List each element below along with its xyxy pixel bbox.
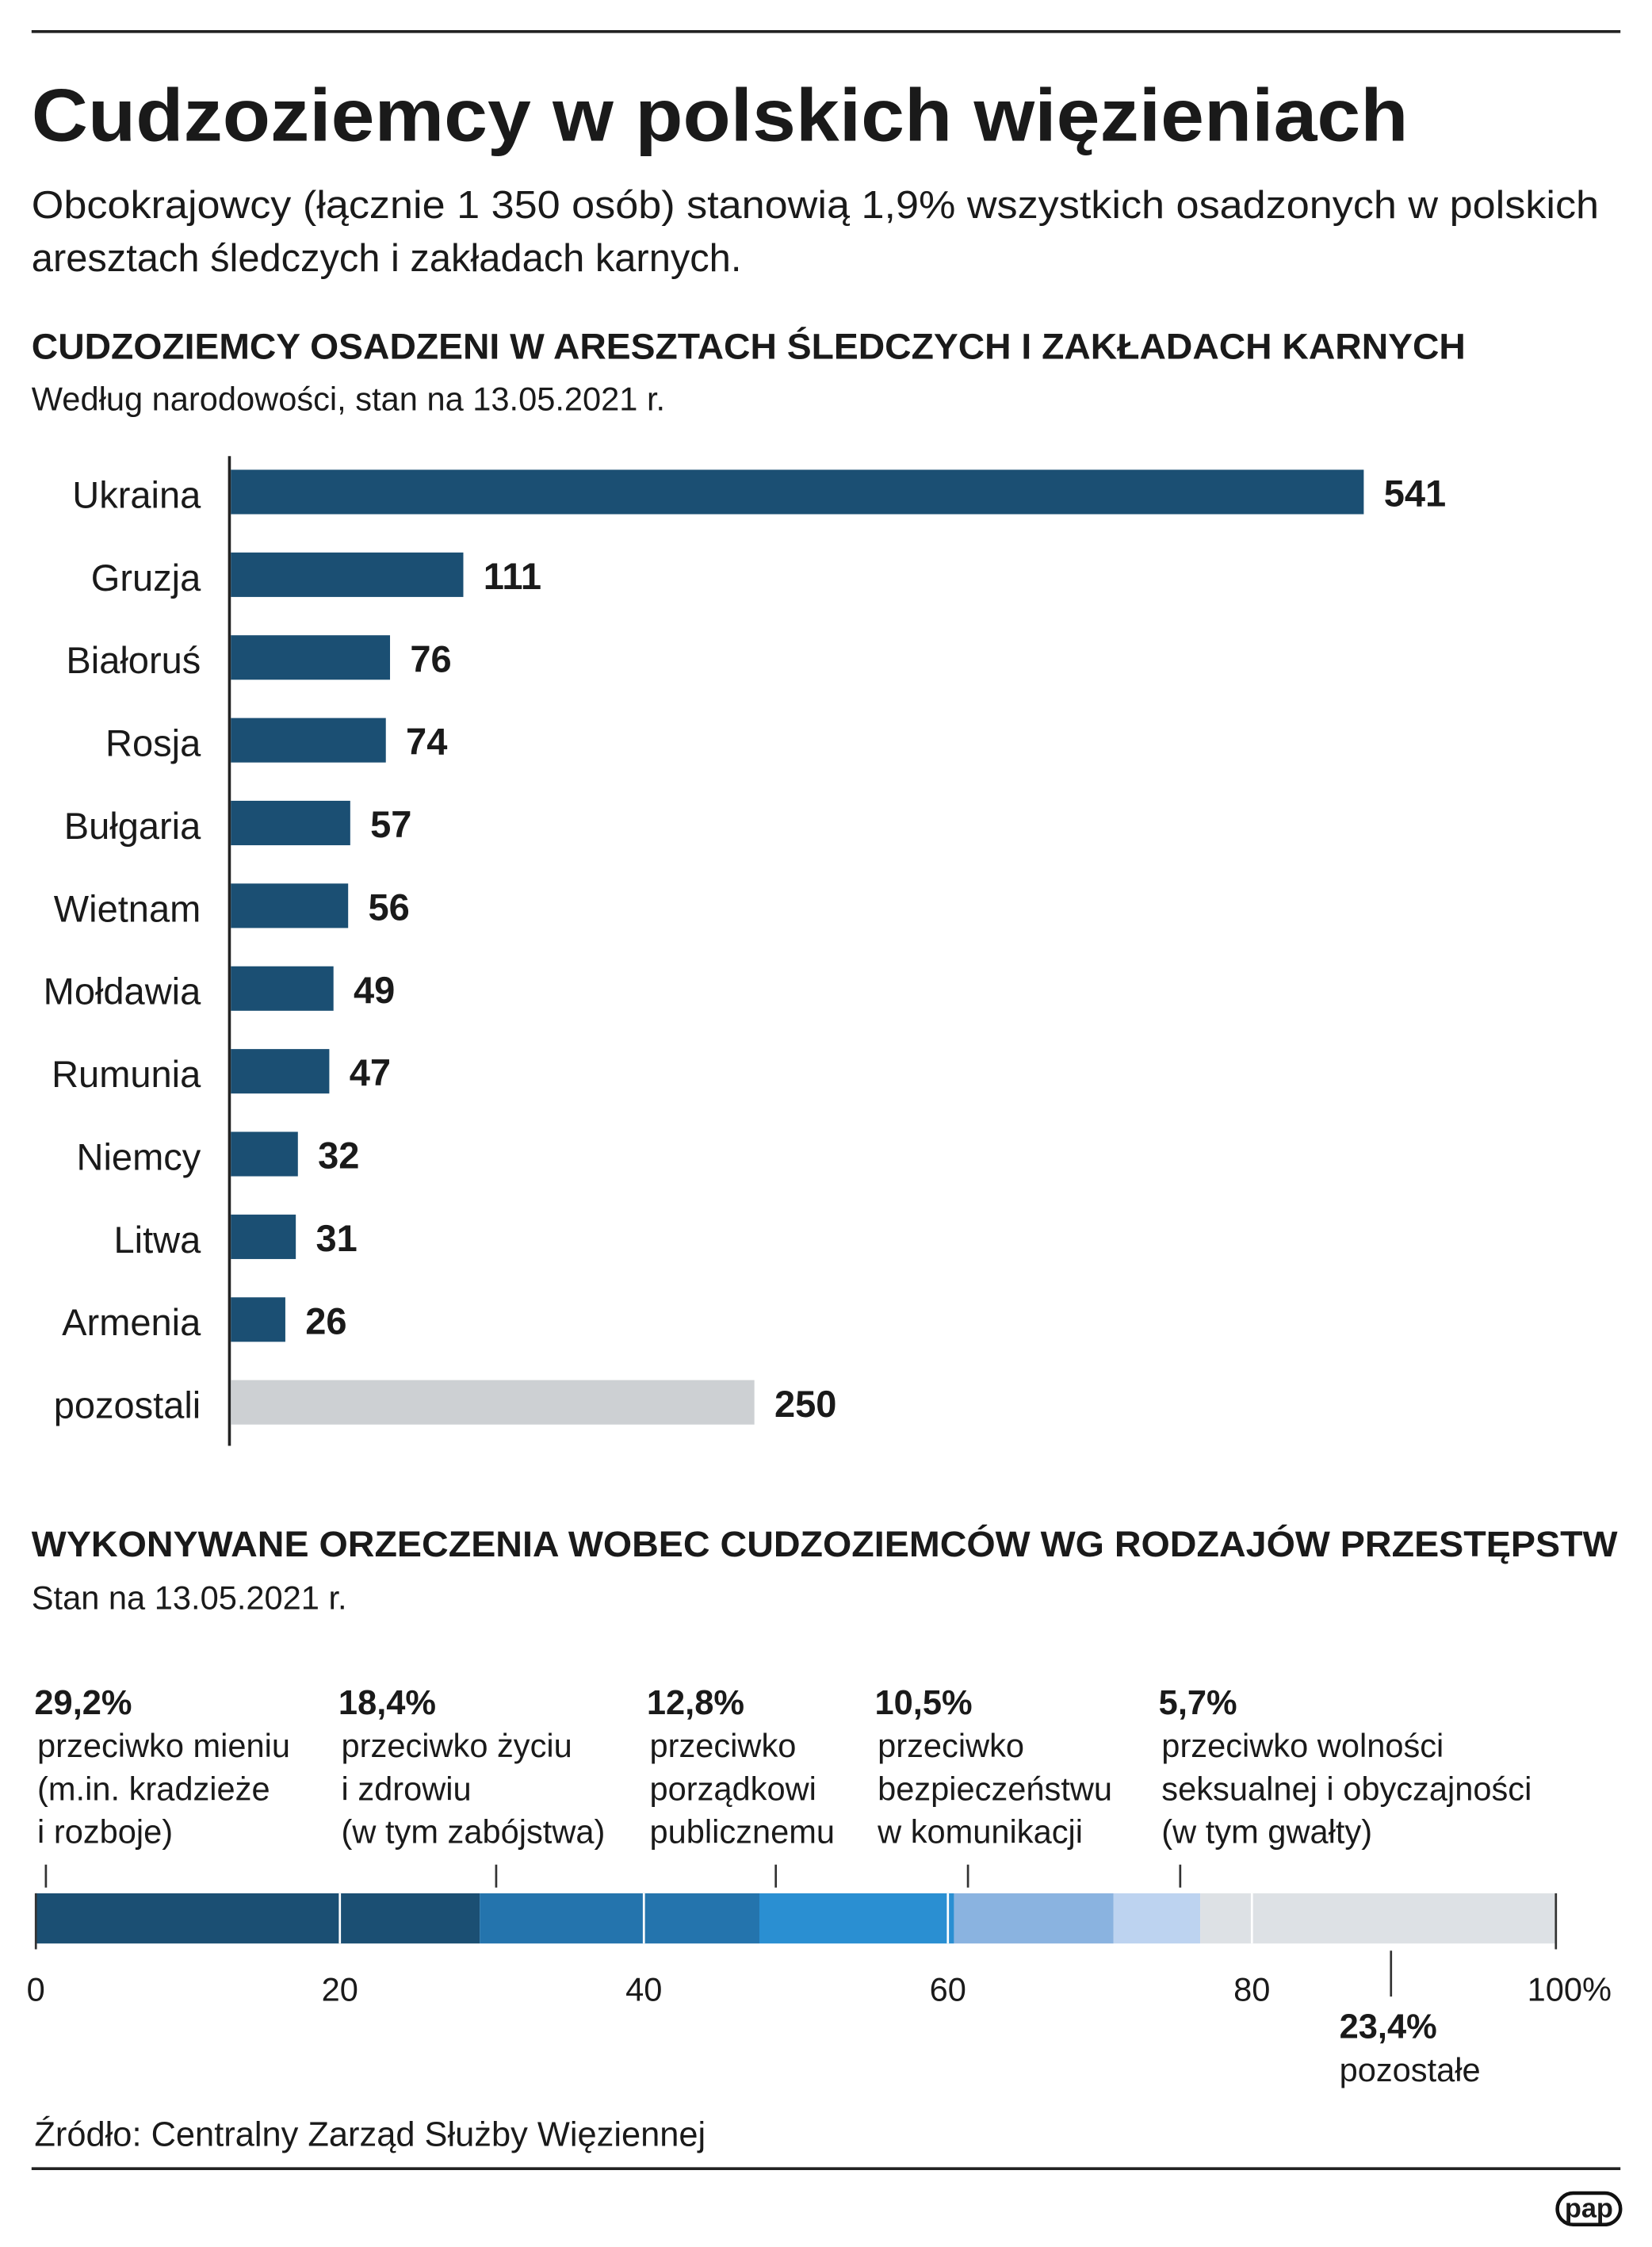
segment-label: (m.in. kradzieże bbox=[37, 1770, 270, 1807]
category-label: Armenia bbox=[62, 1301, 201, 1343]
value-label: 76 bbox=[410, 637, 451, 679]
category-label: Wietnam bbox=[54, 887, 201, 929]
x-tick-label: 0 bbox=[27, 1971, 45, 2008]
subtitle: aresztach śledczych i zakładach karnych. bbox=[32, 237, 742, 280]
segment-label: przeciwko życiu bbox=[342, 1727, 572, 1764]
value-label: 26 bbox=[305, 1300, 346, 1342]
logo-frame bbox=[1555, 2191, 1623, 2227]
bar-segment bbox=[954, 1893, 1114, 1944]
bar-segment bbox=[36, 1893, 480, 1944]
title: Cudzoziemcy w polskich więzieniach bbox=[32, 73, 1409, 156]
segment-label: seksualnej i obyczajności bbox=[1161, 1770, 1532, 1807]
bar-segment bbox=[1113, 1893, 1201, 1944]
value-label: 5,7% bbox=[1159, 1684, 1237, 1722]
logo: pap bbox=[1565, 2194, 1613, 2224]
category-label: Bułgaria bbox=[64, 805, 201, 847]
category-label: Niemcy bbox=[77, 1135, 201, 1177]
source: Źródło: Centralny Zarząd Służby Więzienn… bbox=[34, 2115, 706, 2153]
bar bbox=[231, 883, 349, 928]
segment-label: i zdrowiu bbox=[342, 1770, 472, 1807]
segment-label: publicznemu bbox=[649, 1813, 835, 1851]
category-label: Białoruś bbox=[66, 639, 201, 681]
bar bbox=[231, 718, 386, 763]
value-label: 29,2% bbox=[34, 1684, 132, 1722]
bar bbox=[231, 1131, 298, 1177]
value-label: 47 bbox=[350, 1051, 391, 1093]
bar bbox=[231, 1214, 296, 1259]
segment-label: i rozboje) bbox=[37, 1813, 173, 1851]
value-label: 541 bbox=[1384, 473, 1446, 515]
value-label: 32 bbox=[318, 1135, 359, 1177]
category-label: Gruzja bbox=[91, 557, 201, 599]
value-label: 250 bbox=[774, 1383, 836, 1425]
bar bbox=[231, 635, 391, 680]
category-label: Ukraina bbox=[72, 473, 201, 515]
category-label: Rosja bbox=[105, 722, 201, 764]
chart-subtitle: Stan na 13.05.2021 r. bbox=[32, 1579, 347, 1617]
x-tick-label: 60 bbox=[930, 1971, 966, 2008]
segment-label: (w tym zabójstwa) bbox=[342, 1813, 606, 1851]
bar bbox=[231, 552, 464, 597]
value-label: 74 bbox=[406, 721, 447, 763]
value-label: 57 bbox=[370, 803, 411, 845]
category-label: Litwa bbox=[114, 1219, 202, 1261]
value-label: 12,8% bbox=[647, 1684, 744, 1722]
value-label: 10,5% bbox=[875, 1684, 973, 1722]
bar bbox=[231, 966, 334, 1011]
value-label: 18,4% bbox=[338, 1684, 436, 1722]
chart-title: CUDZOZIEMCY OSADZENI W ARESZTACH ŚLEDCZY… bbox=[32, 326, 1466, 366]
bar bbox=[231, 1297, 285, 1342]
segment-label: przeciwko mieniu bbox=[37, 1727, 290, 1764]
category-label: Rumunia bbox=[52, 1053, 201, 1095]
category-label: pozostali bbox=[54, 1384, 201, 1426]
category-label: Mołdawia bbox=[44, 970, 201, 1012]
subtitle: Obcokrajowcy (łącznie 1 350 osób) stanow… bbox=[32, 184, 1599, 227]
x-tick-label: 100% bbox=[1528, 1971, 1612, 2008]
bar bbox=[231, 469, 1364, 515]
x-tick-label: 40 bbox=[625, 1971, 662, 2008]
value-label: 49 bbox=[354, 969, 395, 1011]
bar bbox=[231, 1380, 755, 1425]
x-tick-label: 80 bbox=[1233, 1971, 1270, 2008]
value-label: 31 bbox=[315, 1217, 357, 1259]
segment-label: pozostałe bbox=[1340, 2051, 1481, 2088]
x-tick-label: 20 bbox=[322, 1971, 358, 2008]
segment-label: w komunikacji bbox=[877, 1813, 1083, 1851]
value-label: 23,4% bbox=[1340, 2008, 1437, 2046]
bar-segment bbox=[1200, 1893, 1556, 1944]
bar-segment bbox=[480, 1893, 759, 1944]
value-label: 111 bbox=[484, 555, 541, 597]
segment-label: przeciwko wolności bbox=[1161, 1727, 1444, 1764]
segment-label: bezpieczeństwu bbox=[878, 1770, 1112, 1807]
bar bbox=[231, 800, 350, 846]
bar bbox=[231, 1049, 330, 1094]
chart-title: WYKONYWANE ORZECZENIA WOBEC CUDZOZIEMCÓW… bbox=[32, 1524, 1618, 1564]
value-label: 56 bbox=[369, 886, 410, 928]
segment-label: przeciwko bbox=[649, 1727, 796, 1764]
chart-subtitle: Według narodowości, stan na 13.05.2021 r… bbox=[32, 380, 665, 417]
segment-label: (w tym gwałty) bbox=[1161, 1813, 1372, 1851]
segment-label: porządkowi bbox=[649, 1770, 816, 1807]
bar-segment bbox=[759, 1893, 954, 1944]
segment-label: przeciwko bbox=[878, 1727, 1024, 1764]
